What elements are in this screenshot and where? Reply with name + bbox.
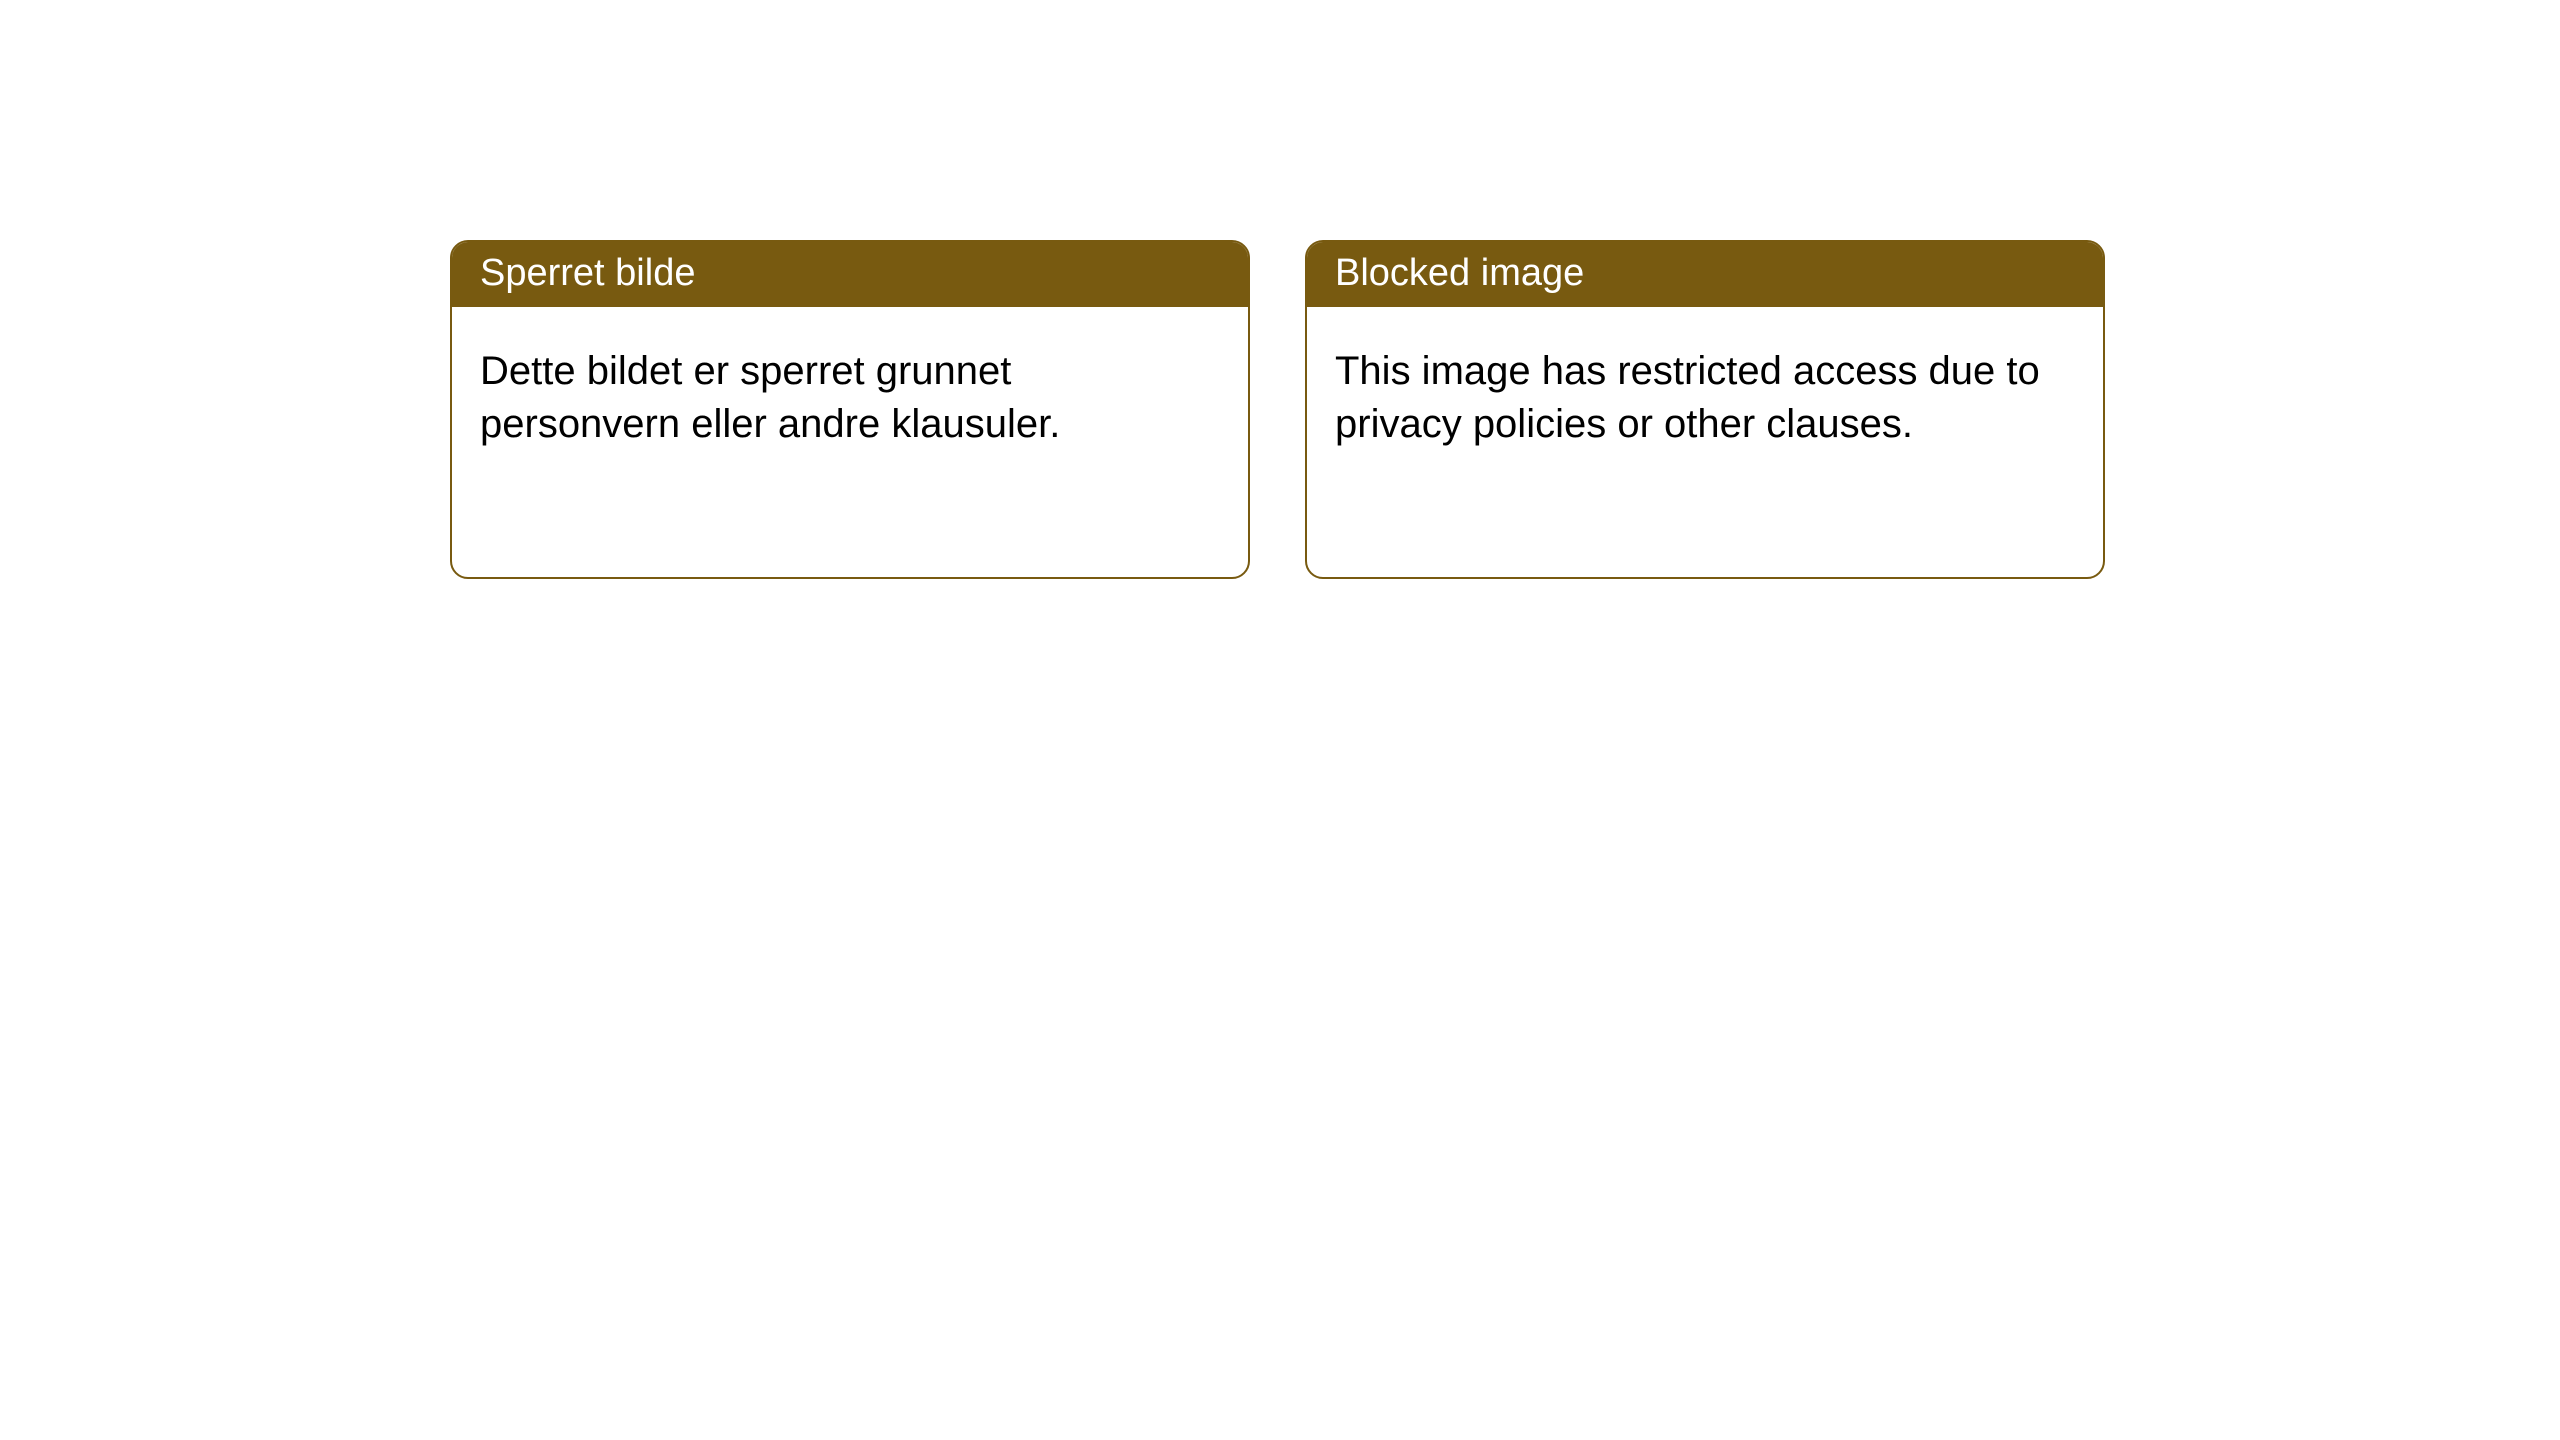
notice-body-norwegian: Dette bildet er sperret grunnet personve… [452,307,1248,577]
notice-header-norwegian: Sperret bilde [452,242,1248,307]
notice-card-norwegian: Sperret bilde Dette bildet er sperret gr… [450,240,1250,579]
notice-container: Sperret bilde Dette bildet er sperret gr… [0,0,2560,579]
notice-body-english: This image has restricted access due to … [1307,307,2103,577]
notice-card-english: Blocked image This image has restricted … [1305,240,2105,579]
notice-header-english: Blocked image [1307,242,2103,307]
